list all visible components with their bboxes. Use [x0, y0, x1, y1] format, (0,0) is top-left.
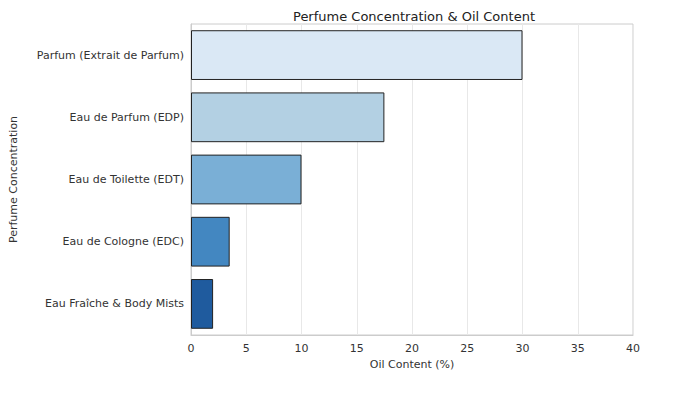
svg-text:0: 0	[188, 342, 195, 355]
svg-text:20: 20	[405, 342, 419, 355]
svg-text:Eau Fraîche & Body Mists: Eau Fraîche & Body Mists	[45, 297, 184, 310]
svg-text:40: 40	[626, 342, 640, 355]
svg-text:Parfum (Extrait de Parfum): Parfum (Extrait de Parfum)	[37, 49, 184, 62]
svg-text:25: 25	[460, 342, 474, 355]
svg-text:Eau de Parfum (EDP): Eau de Parfum (EDP)	[69, 111, 184, 124]
svg-text:15: 15	[350, 342, 364, 355]
svg-text:5: 5	[243, 342, 250, 355]
svg-text:Oil Content (%): Oil Content (%)	[370, 358, 455, 371]
svg-text:Perfume Concentration: Perfume Concentration	[7, 116, 20, 243]
svg-text:Perfume Concentration & Oil Co: Perfume Concentration & Oil Content	[293, 9, 535, 24]
svg-text:Eau de Cologne (EDC): Eau de Cologne (EDC)	[62, 235, 184, 248]
svg-text:Eau de Toilette (EDT): Eau de Toilette (EDT)	[69, 173, 184, 186]
svg-text:35: 35	[571, 342, 585, 355]
svg-text:30: 30	[516, 342, 530, 355]
svg-text:10: 10	[295, 342, 309, 355]
